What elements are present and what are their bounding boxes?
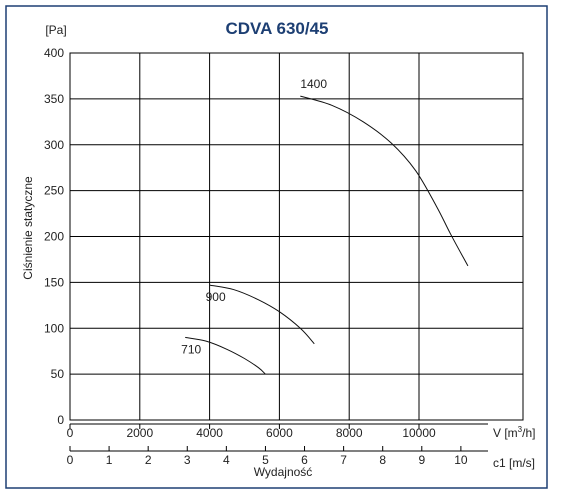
- secondary-axis-caption: Wydajność: [254, 465, 313, 479]
- x-tick-label: 8000: [336, 426, 363, 440]
- x-axis-label-tail: /h]: [522, 426, 535, 440]
- y-tick-label: 150: [44, 275, 64, 289]
- y-tick-label: 100: [44, 321, 64, 335]
- y-tick-label: 250: [44, 184, 64, 198]
- y-axis-label: Ciśnienie statyczne: [21, 176, 35, 280]
- y-tick-label: 200: [44, 230, 64, 244]
- chart-title: CDVA 630/45: [226, 19, 329, 38]
- series-line-900: [209, 284, 315, 345]
- secondary-tick-label: 6: [301, 453, 308, 467]
- secondary-tick-label: 5: [262, 453, 269, 467]
- y-tick-label: 300: [44, 138, 64, 152]
- series-label-710: 710: [181, 342, 201, 356]
- secondary-axis-label: c1 [m/s]: [493, 456, 535, 470]
- x-tick-label: 10000: [402, 426, 436, 440]
- y-tick-label: 50: [51, 367, 65, 381]
- x-tick-label: 2000: [126, 426, 153, 440]
- chart-frame: [5, 5, 548, 489]
- y-tick-label: 400: [44, 46, 64, 60]
- x-axis-label-sup: 3: [518, 425, 523, 434]
- series-label-1400: 1400: [300, 77, 327, 91]
- x-axis-label-base: V [m: [493, 426, 518, 440]
- y-tick-label: 350: [44, 92, 64, 106]
- secondary-tick-label: 10: [454, 453, 468, 467]
- secondary-tick-labels: 0 1 2 3 4 5 6 7 8 9 10: [67, 446, 468, 467]
- secondary-tick-label: 9: [418, 453, 425, 467]
- y-tick-label: 0: [57, 413, 64, 427]
- x-tick-label: 4000: [196, 426, 223, 440]
- plot-area-border: [69, 52, 524, 421]
- x-axis-label: V [m3/h]: [493, 425, 535, 440]
- series-line-710: [185, 336, 266, 375]
- secondary-tick-label: 3: [184, 453, 191, 467]
- y-tick-labels: 0 50 100 150 200 250 300 350 400: [44, 46, 64, 427]
- secondary-tick-label: 2: [145, 453, 152, 467]
- secondary-tick-label: 0: [67, 453, 74, 467]
- series: 710 900 1400: [181, 77, 469, 375]
- secondary-tick-label: 1: [106, 453, 113, 467]
- x-tick-label: 0: [67, 426, 74, 440]
- series-line-1400: [300, 95, 469, 267]
- secondary-tick-label: 8: [379, 453, 386, 467]
- y-axis-unit: [Pa]: [45, 23, 66, 37]
- x-tick-labels: 0 2000 4000 6000 8000 10000: [67, 424, 436, 440]
- series-label-900: 900: [206, 290, 226, 304]
- secondary-tick-label: 7: [340, 453, 347, 467]
- x-tick-label: 6000: [266, 426, 293, 440]
- secondary-tick-label: 4: [223, 453, 230, 467]
